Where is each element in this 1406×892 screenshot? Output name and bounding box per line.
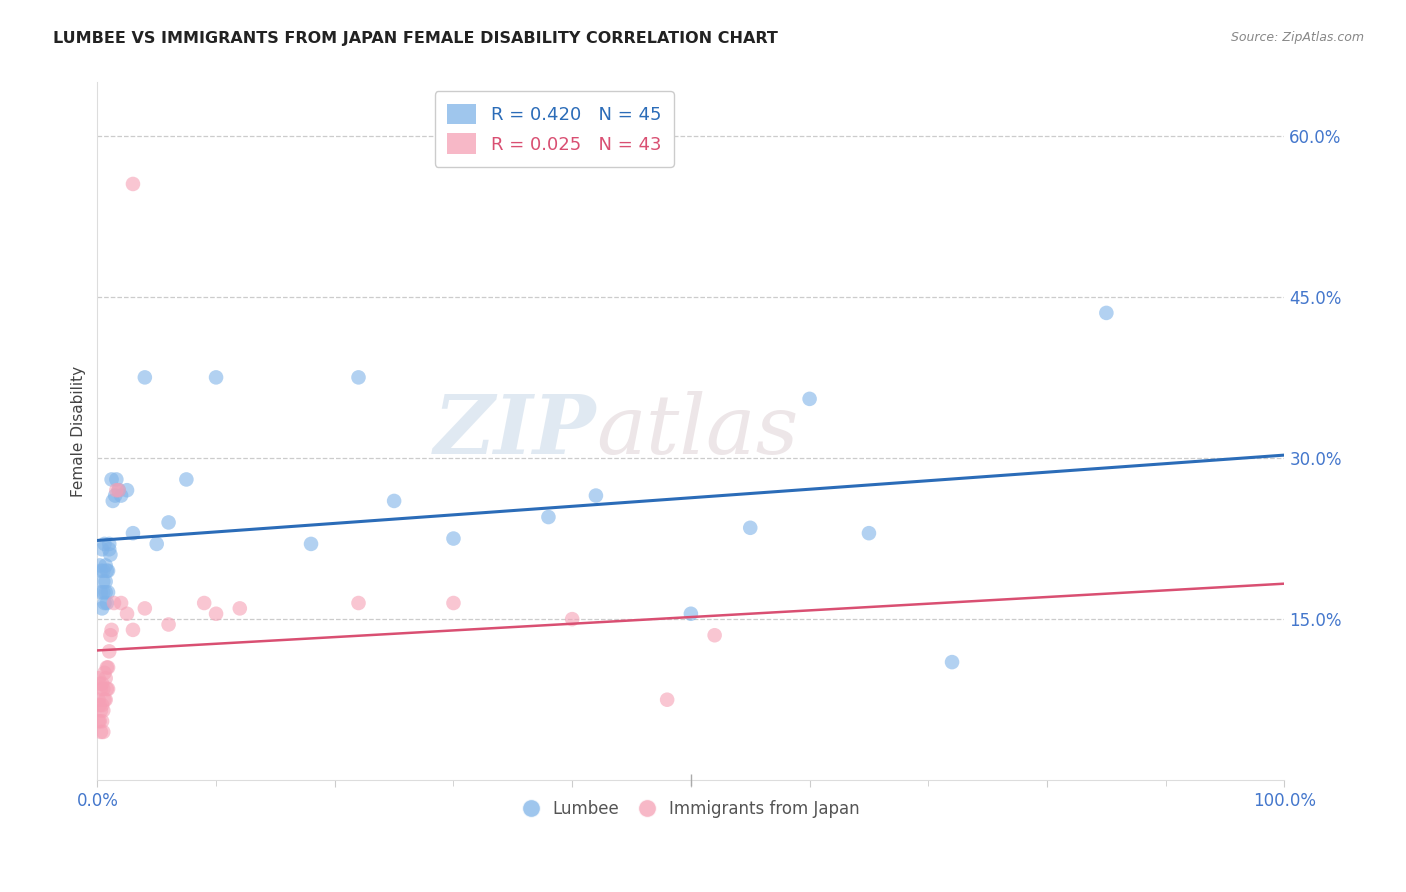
Point xyxy=(93,537,115,551)
Point xyxy=(94,692,117,706)
Legend: Lumbee, Immigrants from Japan: Lumbee, Immigrants from Japan xyxy=(516,793,866,824)
Point xyxy=(104,489,127,503)
Point xyxy=(93,692,115,706)
Text: Source: ZipAtlas.com: Source: ZipAtlas.com xyxy=(1230,31,1364,45)
Point xyxy=(100,473,122,487)
Point xyxy=(585,489,607,503)
Point xyxy=(91,725,114,739)
Point xyxy=(941,655,963,669)
Point xyxy=(98,542,121,557)
Point xyxy=(94,574,117,589)
Point xyxy=(537,510,560,524)
Text: ZIP: ZIP xyxy=(433,391,596,471)
Point xyxy=(858,526,880,541)
Point xyxy=(105,473,128,487)
Text: LUMBEE VS IMMIGRANTS FROM JAPAN FEMALE DISABILITY CORRELATION CHART: LUMBEE VS IMMIGRANTS FROM JAPAN FEMALE D… xyxy=(53,31,779,46)
Point xyxy=(299,537,322,551)
Point xyxy=(87,714,110,729)
Point xyxy=(115,483,138,498)
Point xyxy=(93,665,115,680)
Y-axis label: Female Disability: Female Disability xyxy=(72,366,86,497)
Point xyxy=(90,681,112,696)
Point xyxy=(107,483,129,498)
Point xyxy=(443,596,465,610)
Point xyxy=(100,548,122,562)
Point xyxy=(97,681,120,696)
Point xyxy=(703,628,725,642)
Point xyxy=(107,483,129,498)
Point xyxy=(657,692,679,706)
Point xyxy=(91,676,114,690)
Point xyxy=(93,596,115,610)
Point xyxy=(97,585,120,599)
Point xyxy=(100,628,122,642)
Point xyxy=(740,521,762,535)
Point xyxy=(110,596,132,610)
Point xyxy=(134,601,156,615)
Point xyxy=(91,574,114,589)
Point xyxy=(89,698,111,712)
Point xyxy=(1095,306,1118,320)
Point xyxy=(347,370,370,384)
Point xyxy=(91,714,114,729)
Point xyxy=(98,537,121,551)
Point xyxy=(229,601,252,615)
Point xyxy=(97,660,120,674)
Point xyxy=(157,516,180,530)
Point xyxy=(103,596,125,610)
Point xyxy=(561,612,583,626)
Point xyxy=(96,681,118,696)
Point xyxy=(96,660,118,674)
Point xyxy=(97,564,120,578)
Point xyxy=(145,537,167,551)
Point xyxy=(122,623,145,637)
Point xyxy=(94,585,117,599)
Point xyxy=(122,526,145,541)
Point xyxy=(193,596,215,610)
Point xyxy=(91,698,114,712)
Point xyxy=(89,558,111,573)
Point xyxy=(122,177,145,191)
Point xyxy=(87,671,110,685)
Point xyxy=(101,494,124,508)
Point xyxy=(90,725,112,739)
Point xyxy=(91,703,114,717)
Point xyxy=(91,564,114,578)
Point xyxy=(176,473,198,487)
Point xyxy=(443,532,465,546)
Point xyxy=(87,692,110,706)
Point xyxy=(94,558,117,573)
Point xyxy=(91,681,114,696)
Point xyxy=(98,644,121,658)
Point xyxy=(110,489,132,503)
Point xyxy=(100,623,122,637)
Point xyxy=(91,601,114,615)
Point xyxy=(115,607,138,621)
Point xyxy=(89,714,111,729)
Point xyxy=(91,542,114,557)
Point xyxy=(157,617,180,632)
Point xyxy=(96,564,118,578)
Point xyxy=(105,483,128,498)
Point xyxy=(205,370,228,384)
Point xyxy=(90,564,112,578)
Point xyxy=(91,585,114,599)
Text: atlas: atlas xyxy=(596,391,799,471)
Point xyxy=(96,596,118,610)
Point xyxy=(94,671,117,685)
Point xyxy=(89,676,111,690)
Point xyxy=(347,596,370,610)
Point xyxy=(90,703,112,717)
Point xyxy=(205,607,228,621)
Point xyxy=(679,607,702,621)
Point xyxy=(134,370,156,384)
Point xyxy=(799,392,821,406)
Point xyxy=(382,494,405,508)
Point xyxy=(90,585,112,599)
